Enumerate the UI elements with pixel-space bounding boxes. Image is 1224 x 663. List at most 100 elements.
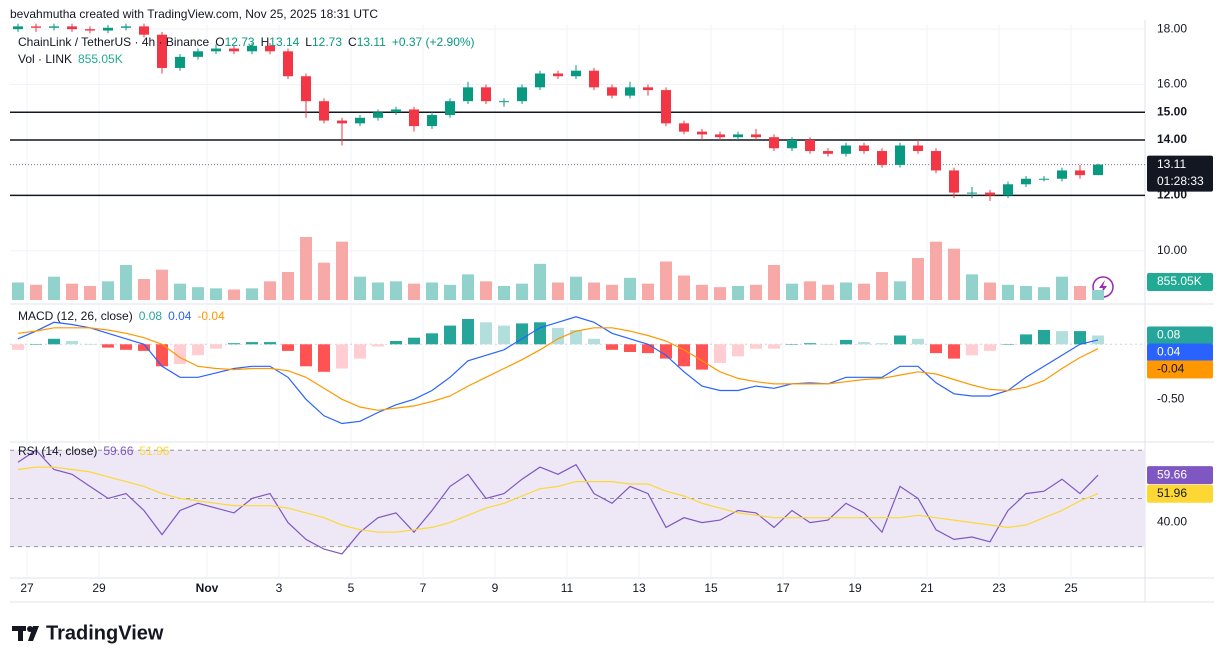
volume-bar <box>48 276 60 300</box>
price-legend: ChainLink / TetherUS · 4h · Binance O12.7… <box>18 35 475 49</box>
candle-body <box>913 145 923 152</box>
histogram-bar <box>570 330 582 345</box>
volume-bar <box>804 281 816 300</box>
volume-bar <box>1092 290 1104 300</box>
indicator-title: RSI (14, close) <box>18 444 97 458</box>
volume-bar <box>354 276 366 300</box>
line-layer <box>17 316 1099 555</box>
volume-bar <box>1002 284 1014 300</box>
axis-label-box <box>1147 484 1213 503</box>
histogram-bar <box>210 344 222 349</box>
histogram-bar <box>390 341 402 345</box>
histogram-bar <box>768 344 780 349</box>
candle-body <box>661 90 671 124</box>
candle-body <box>877 151 887 165</box>
histogram-bar <box>66 341 78 345</box>
x-tick-label: 11 <box>561 581 574 595</box>
axis-label-box <box>1147 130 1213 149</box>
candle-body <box>715 134 725 138</box>
candle-body <box>175 56 185 68</box>
volume-bar <box>624 277 636 300</box>
volume-bar <box>318 262 330 300</box>
candle-body <box>787 139 797 149</box>
histogram-bar <box>642 344 654 354</box>
volume-bar <box>948 248 960 300</box>
candle-body <box>643 87 653 91</box>
volume-bar <box>246 288 258 300</box>
volume-bar <box>930 241 942 300</box>
candle-body <box>337 120 347 124</box>
axis-label-box <box>1147 273 1213 292</box>
volume-bar <box>840 282 852 300</box>
histogram-bar <box>534 322 546 345</box>
volume-bar <box>768 265 780 300</box>
candle-body <box>733 134 743 138</box>
candle-body <box>391 109 401 113</box>
indicator-line <box>17 466 1099 533</box>
histogram-bar <box>228 343 240 345</box>
axis-label-box <box>1147 360 1213 379</box>
volume-bar <box>426 282 438 300</box>
candle-body <box>697 131 707 135</box>
candle-body <box>67 26 77 30</box>
ohlc-value: 13.11 <box>357 35 386 49</box>
histogram-bar <box>138 344 150 351</box>
candle-body <box>139 26 149 35</box>
volume-bar <box>174 283 186 300</box>
candle-body <box>265 45 275 52</box>
histogram-bar <box>660 344 672 359</box>
y-tick-label: 16.00 <box>1157 77 1187 91</box>
histogram-bar <box>408 337 420 345</box>
histogram-bar <box>318 344 330 372</box>
histogram-bar <box>606 344 618 350</box>
volume-bar <box>84 286 96 300</box>
volume-bar <box>894 281 906 300</box>
level-label: 14.00 <box>1157 132 1187 146</box>
volume-bar <box>786 283 798 300</box>
x-tick-label: 13 <box>632 581 646 595</box>
histogram-bar <box>786 344 798 345</box>
histogram-bar <box>804 343 816 345</box>
histogram-bar <box>1074 331 1086 345</box>
histogram-bar <box>480 322 492 345</box>
ohlc-value: 13.14 <box>269 35 299 49</box>
candle-body <box>355 117 365 124</box>
histogram-bar <box>336 344 348 369</box>
volume-bar <box>858 283 870 300</box>
candle-body <box>751 134 761 138</box>
volume-bar <box>1056 276 1068 300</box>
volume-bar <box>552 282 564 300</box>
candle-body <box>85 29 95 31</box>
volume-bar <box>372 282 384 300</box>
histogram-bar <box>966 344 978 356</box>
histogram-bar <box>624 344 636 352</box>
histogram-bar <box>822 344 834 345</box>
volume-bar <box>444 284 456 300</box>
x-tick-label: 3 <box>276 581 283 595</box>
volume-bar <box>1020 286 1032 300</box>
candle-body <box>517 87 527 102</box>
volume-bar <box>336 241 348 300</box>
volume-bar <box>642 283 654 300</box>
axis-label-box <box>1147 155 1213 192</box>
histogram-bar <box>12 344 24 350</box>
candle-body <box>31 26 41 28</box>
candle-body <box>301 76 311 102</box>
candle-body <box>103 27 113 31</box>
volume-bar <box>714 287 726 300</box>
candle-layer <box>13 23 1103 201</box>
hline-layer <box>10 111 1145 197</box>
candle-body <box>769 137 779 149</box>
axis-label-box <box>1147 326 1213 345</box>
ohlc-value: 12.73 <box>225 35 255 49</box>
logo-mark <box>12 626 39 641</box>
vol-layer <box>12 237 1104 300</box>
candle-body <box>1003 184 1013 196</box>
indicator-legend: MACD (12, 26, close) 0.08 0.04 -0.04 <box>18 309 225 323</box>
candle-body <box>571 70 581 77</box>
histogram-bar <box>876 343 888 345</box>
volume-bar <box>30 284 42 300</box>
volume-bar <box>408 283 420 300</box>
logo-shape <box>28 626 39 641</box>
